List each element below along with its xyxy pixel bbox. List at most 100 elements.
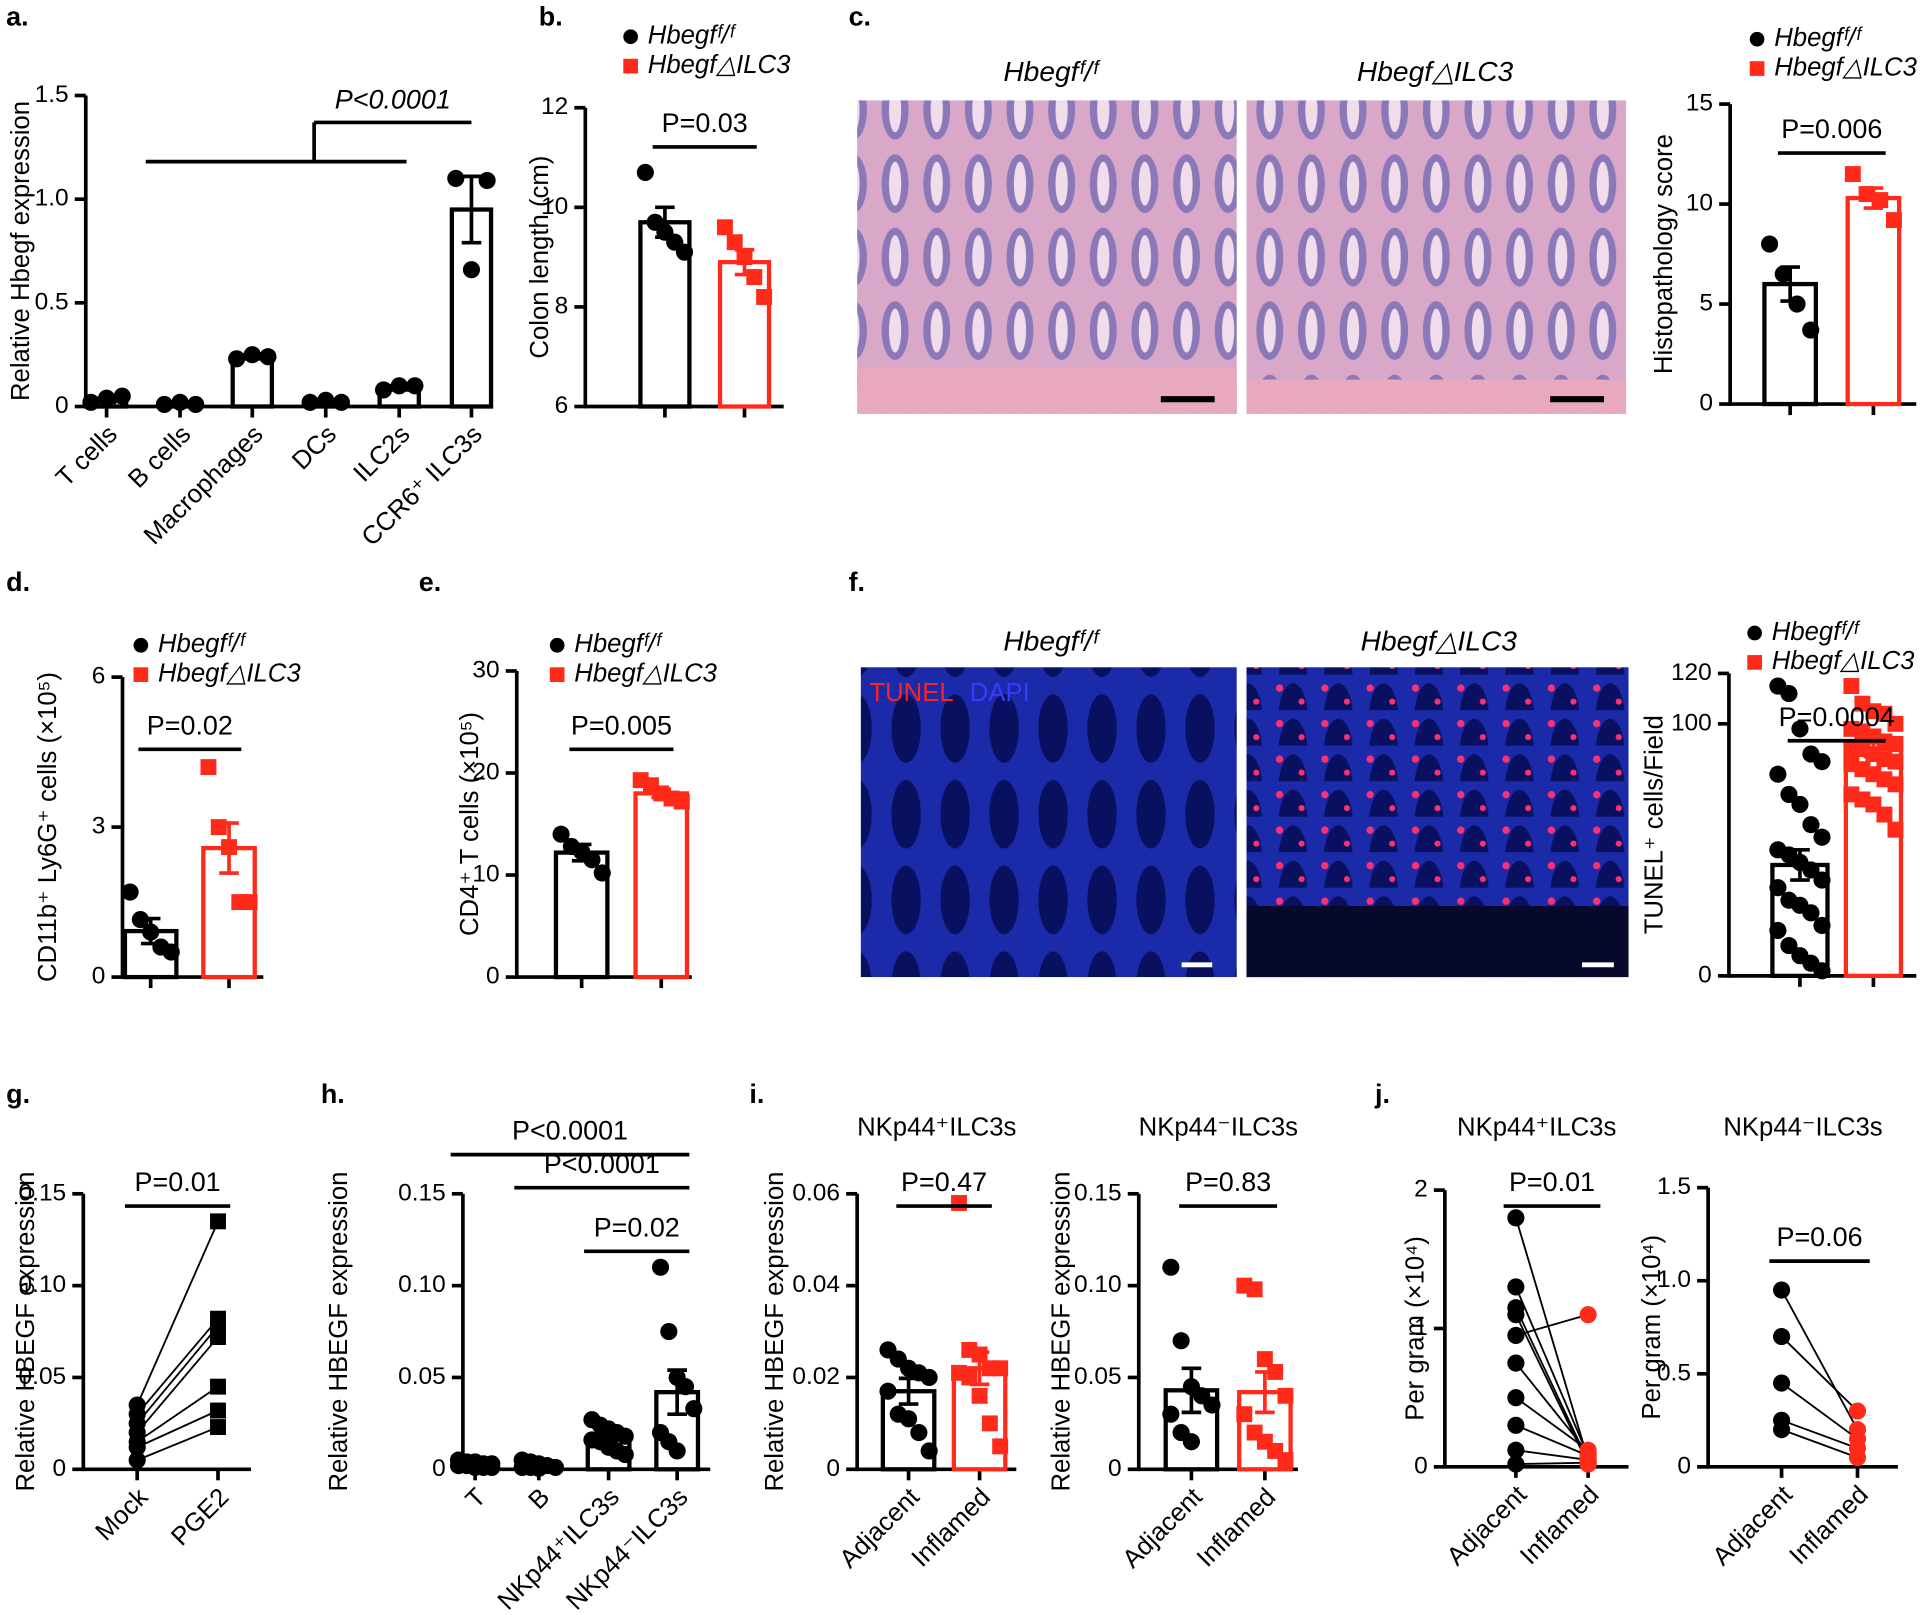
y-tick-label: 12 — [541, 93, 568, 120]
data-point — [756, 289, 773, 305]
pair-line — [1515, 1461, 1589, 1465]
y-tick-label: 0 — [826, 1455, 840, 1482]
y-tick-label: 0 — [1699, 390, 1713, 417]
pair-line — [1781, 1419, 1858, 1450]
data-point — [1876, 806, 1893, 823]
y-tick-label: 1.5 — [1657, 1173, 1691, 1200]
pair-line — [1781, 1428, 1858, 1459]
data-point — [187, 395, 205, 414]
p-value: P=0.83 — [1185, 1167, 1271, 1197]
y-tick-label: 0.10 — [1074, 1271, 1122, 1298]
panel-label: i. — [749, 1079, 764, 1109]
histology-images: Hbegfᶠ/ᶠ Hbegf△ILC3 Hbegfᶠ/ᶠ Hbegf△ILC3 … — [857, 56, 1629, 978]
data-point — [1773, 1327, 1791, 1346]
y-tick-label: 1.0 — [1657, 1266, 1691, 1293]
x-tick-label: Adjacent — [834, 1483, 925, 1574]
data-point — [1887, 736, 1904, 752]
image-caption: Hbegf△ILC3 — [1357, 56, 1514, 87]
data-point — [1813, 962, 1831, 980]
y-tick-label: 0 — [53, 1455, 67, 1482]
data-point — [210, 1329, 226, 1346]
data-point — [200, 759, 217, 776]
pair-line — [136, 1385, 219, 1443]
data-point — [1813, 753, 1831, 771]
panel-label: e. — [419, 567, 441, 597]
data-point — [82, 393, 100, 411]
pair-line — [1515, 1286, 1589, 1457]
y-tick-label: 0 — [55, 392, 69, 419]
y-tick-label: 10 — [541, 193, 568, 220]
p-value: P=0.06 — [1776, 1222, 1862, 1252]
p-value: P<0.0001 — [335, 85, 451, 115]
x-tick-label: Adjacent — [1442, 1481, 1533, 1572]
legend-marker — [133, 667, 149, 682]
y-axis-label: Relative Hbegf expression — [7, 101, 35, 401]
data-point — [1507, 1278, 1525, 1296]
data-point — [616, 1446, 634, 1464]
pair-line — [1781, 1382, 1859, 1440]
data-point — [121, 883, 139, 901]
pair-line — [136, 1220, 219, 1406]
data-point — [1886, 212, 1902, 229]
data-point — [1887, 821, 1904, 838]
data-point — [879, 1382, 897, 1400]
y-tick-label: 0.05 — [19, 1363, 67, 1390]
legend-marker — [549, 667, 565, 682]
data-point — [716, 219, 733, 236]
image-caption: Hbegfᶠ/ᶠ — [1003, 56, 1101, 87]
data-point — [241, 894, 258, 911]
p-value: P=0.02 — [147, 710, 233, 740]
data-point — [1507, 1441, 1525, 1459]
y-axis-label: Relative HBEGF expression — [12, 1172, 40, 1492]
data-point — [1791, 720, 1809, 738]
legend-label: Hbegf△ILC3 — [1772, 647, 1915, 675]
data-point — [374, 381, 393, 399]
data-point — [1162, 1405, 1180, 1423]
y-tick-label: 120 — [1671, 659, 1712, 686]
data-point — [1791, 795, 1809, 814]
he-image — [857, 100, 1237, 414]
y-axis-label: Per gram (×10⁴) — [1638, 1235, 1666, 1420]
pair-line — [1515, 1307, 1589, 1462]
legend-label: Hbegfᶠ/ᶠ — [574, 630, 663, 658]
legend-label: Hbegf△ILC3 — [1774, 53, 1917, 81]
p-value: P=0.01 — [135, 1167, 221, 1197]
data-point — [1813, 916, 1831, 935]
data-point — [210, 1378, 226, 1395]
panel-label: d. — [6, 567, 30, 597]
panel-label: a. — [6, 1, 28, 31]
y-tick-label: 0.15 — [1074, 1179, 1122, 1206]
pair-line — [1515, 1362, 1589, 1454]
y-tick-label: 0 — [92, 963, 106, 990]
tunel-image — [860, 667, 1237, 978]
data-point — [1769, 765, 1787, 783]
pair-line — [1780, 1289, 1859, 1431]
data-point — [1813, 828, 1831, 846]
x-tick-label: Inflamed — [1192, 1483, 1282, 1573]
y-axis-label: CD4⁺ T cells (×10⁵) — [456, 712, 484, 936]
data-point — [1277, 1387, 1294, 1404]
y-tick-label: 0.15 — [398, 1179, 446, 1206]
y-tick-label: 1.5 — [35, 81, 69, 108]
p-value: P=0.03 — [662, 108, 748, 138]
data-point — [1182, 1433, 1200, 1451]
x-tick-label: NKp44⁻ILC3s — [561, 1483, 693, 1615]
data-point — [636, 163, 654, 182]
data-point — [1773, 1421, 1791, 1439]
legend-marker — [133, 637, 149, 653]
legend-label: Hbegfᶠ/ᶠ — [158, 630, 247, 658]
data-point — [1579, 1306, 1597, 1324]
panel-label: c. — [849, 1, 871, 31]
panel-title: NKp44⁻ILC3s — [1723, 1114, 1882, 1142]
image-caption: Hbegf△ILC3 — [1361, 625, 1518, 656]
data-point — [1802, 816, 1820, 834]
y-axis-label: Relative HBEGF expression — [325, 1172, 353, 1492]
legend-label: Hbegf△ILC3 — [648, 51, 791, 79]
data-point — [1773, 1374, 1791, 1392]
x-tick-label: T cells — [51, 420, 123, 492]
p-value: P<0.0001 — [544, 1149, 660, 1179]
data-point — [981, 1415, 998, 1432]
data-point — [675, 243, 694, 261]
pair-line — [136, 1336, 219, 1434]
pair-line — [136, 1409, 219, 1449]
